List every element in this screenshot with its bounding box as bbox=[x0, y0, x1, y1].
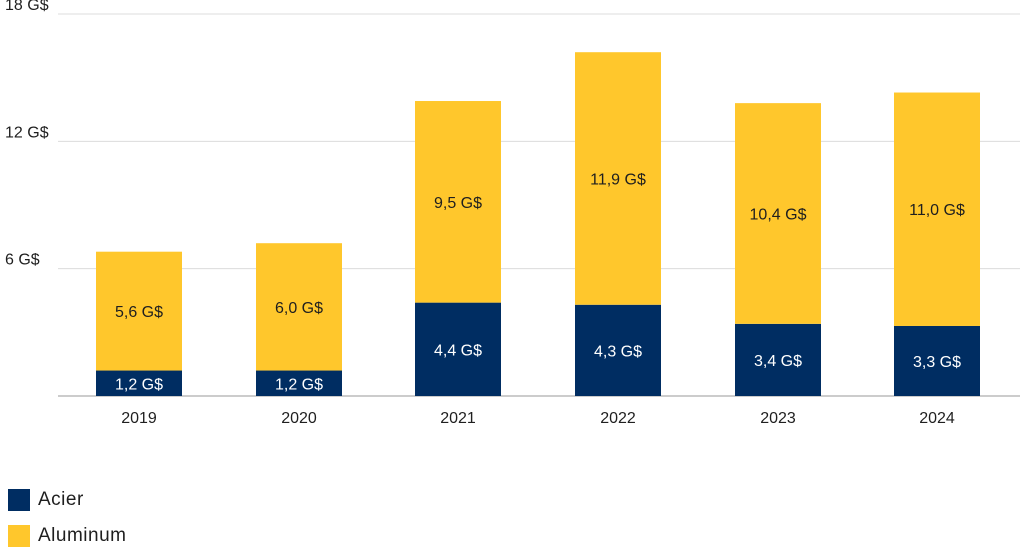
bar-value-labels: 1,2 G$ 5,6 G$ 1,2 G$ 6,0 G$ 4,4 G$ 9,5 G$ 4,3 … bbox=[115, 171, 965, 393]
legend-swatch-acier bbox=[8, 489, 30, 511]
x-tick-label-2024: 2024 bbox=[919, 410, 955, 427]
data-label-aluminum-2021: 9,5 G$ bbox=[434, 195, 482, 212]
legend-item-acier: Acier bbox=[8, 482, 126, 518]
bar-aluminum-2020 bbox=[256, 243, 342, 371]
bars bbox=[96, 52, 980, 396]
y-axis-tick-labels: 6 G$ 12 G$ 18 G$ bbox=[5, 0, 49, 269]
x-axis-tick-labels: 2019 2020 2021 2022 2023 2024 bbox=[121, 410, 955, 427]
bar-acier-2024 bbox=[894, 325, 980, 396]
legend: Acier Aluminum bbox=[8, 482, 126, 554]
data-label-acier-2024: 3,3 G$ bbox=[913, 354, 961, 371]
bar-aluminum-2024 bbox=[894, 92, 980, 326]
data-label-acier-2022: 4,3 G$ bbox=[594, 343, 642, 360]
stacked-bar-chart: 6 G$ 12 G$ 18 G$ 1,2 G$ 5,6 G$ 1,2 G$ 6,0 G$ 4… bbox=[5, 0, 1020, 427]
data-label-aluminum-2019: 5,6 G$ bbox=[115, 304, 163, 321]
legend-swatch-aluminum bbox=[8, 525, 30, 547]
data-label-acier-2019: 1,2 G$ bbox=[115, 376, 163, 393]
data-label-aluminum-2022: 11,9 G$ bbox=[590, 171, 646, 188]
data-label-acier-2021: 4,4 G$ bbox=[434, 342, 482, 359]
grid-lines bbox=[58, 13, 1020, 397]
legend-label-acier: Acier bbox=[38, 489, 84, 510]
bar-aluminum-2022 bbox=[575, 52, 661, 305]
legend-label-aluminum: Aluminum bbox=[38, 525, 127, 546]
bar-acier-2022 bbox=[575, 304, 661, 396]
y-tick-label: 6 G$ bbox=[5, 252, 40, 269]
data-label-aluminum-2023: 10,4 G$ bbox=[750, 206, 807, 223]
bar-aluminum-2019 bbox=[96, 251, 182, 371]
data-label-acier-2020: 1,2 G$ bbox=[275, 376, 323, 393]
bar-acier-2019 bbox=[96, 370, 182, 396]
y-tick-label: 12 G$ bbox=[5, 124, 49, 141]
y-tick-label: 18 G$ bbox=[5, 0, 49, 14]
bar-acier-2023 bbox=[735, 323, 821, 396]
bar-acier-2020 bbox=[256, 370, 342, 396]
x-tick-label-2022: 2022 bbox=[600, 410, 636, 427]
x-tick-label-2021: 2021 bbox=[440, 410, 476, 427]
data-label-aluminum-2020: 6,0 G$ bbox=[275, 300, 323, 317]
x-tick-label-2019: 2019 bbox=[121, 410, 157, 427]
bar-acier-2021 bbox=[415, 302, 501, 396]
x-tick-label-2020: 2020 bbox=[281, 410, 317, 427]
legend-item-aluminum: Aluminum bbox=[8, 518, 126, 554]
bar-aluminum-2021 bbox=[415, 101, 501, 303]
bar-aluminum-2023 bbox=[735, 103, 821, 324]
data-label-acier-2023: 3,4 G$ bbox=[754, 353, 802, 370]
data-label-aluminum-2024: 11,0 G$ bbox=[909, 202, 965, 219]
x-tick-label-2023: 2023 bbox=[760, 410, 796, 427]
